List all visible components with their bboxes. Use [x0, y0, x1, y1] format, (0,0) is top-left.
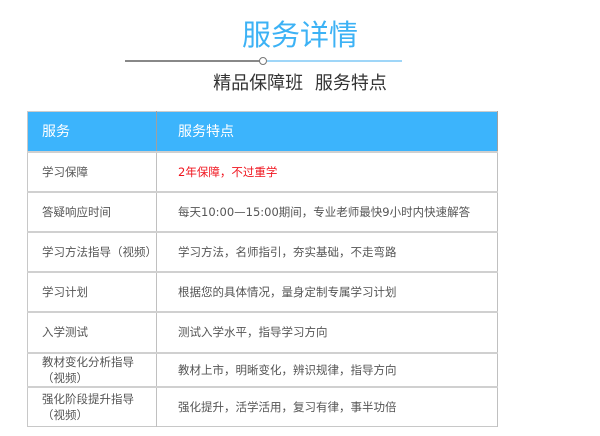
feature-cell: 教材上市，明晰变化，辨识规律，指导方向	[156, 351, 498, 387]
service-cell: 学习方法指导（视频）	[27, 230, 157, 272]
service-cell: 教材变化分析指导（视频）	[27, 351, 157, 387]
feature-cell: 每天10:00—15:00期间，专业老师最快9小时内快速解答	[156, 190, 498, 232]
header-feature: 服务特点	[156, 111, 498, 152]
service-cell: 强化阶段提升指导（视频）	[27, 385, 157, 427]
table-row: 学习计划 根据您的具体情况，量身定制专属学习计划	[27, 270, 498, 312]
page-title: 服务详情	[241, 18, 358, 52]
table-row: 学习保障 2年保障，不过重学	[27, 150, 498, 192]
table-row: 答疑响应时间 每天10:00—15:00期间，专业老师最快9小时内快速解答	[27, 190, 498, 232]
feature-cell: 强化提升，活学活用，复习有律，事半功倍	[156, 385, 498, 427]
service-cell: 学习保障	[27, 150, 157, 192]
table-row: 入学测试 测试入学水平，指导学习方向	[27, 310, 498, 353]
subtitle: 精品保障班 服务特点	[213, 73, 387, 94]
service-cell: 入学测试	[27, 310, 157, 353]
feature-cell: 根据您的具体情况，量身定制专属学习计划	[156, 270, 498, 312]
service-table: 服务 服务特点 学习保障 2年保障，不过重学 答疑响应时间 每天10:00—15…	[27, 111, 498, 427]
table-row: 学习方法指导（视频） 学习方法，名师指引，夯实基础，不走弯路	[27, 230, 498, 272]
divider-circle-icon	[259, 57, 267, 65]
divider-left	[125, 60, 261, 62]
service-cell: 答疑响应时间	[27, 190, 157, 232]
table-row: 强化阶段提升指导（视频） 强化提升，活学活用，复习有律，事半功倍	[27, 385, 498, 427]
divider-right	[267, 60, 402, 62]
feature-cell: 学习方法，名师指引，夯实基础，不走弯路	[156, 230, 498, 272]
service-cell: 学习计划	[27, 270, 157, 312]
header-service: 服务	[27, 111, 157, 152]
feature-cell: 2年保障，不过重学	[156, 150, 498, 192]
table-row: 教材变化分析指导（视频） 教材上市，明晰变化，辨识规律，指导方向	[27, 351, 498, 387]
feature-cell: 测试入学水平，指导学习方向	[156, 310, 498, 353]
table-header: 服务 服务特点	[27, 111, 498, 152]
